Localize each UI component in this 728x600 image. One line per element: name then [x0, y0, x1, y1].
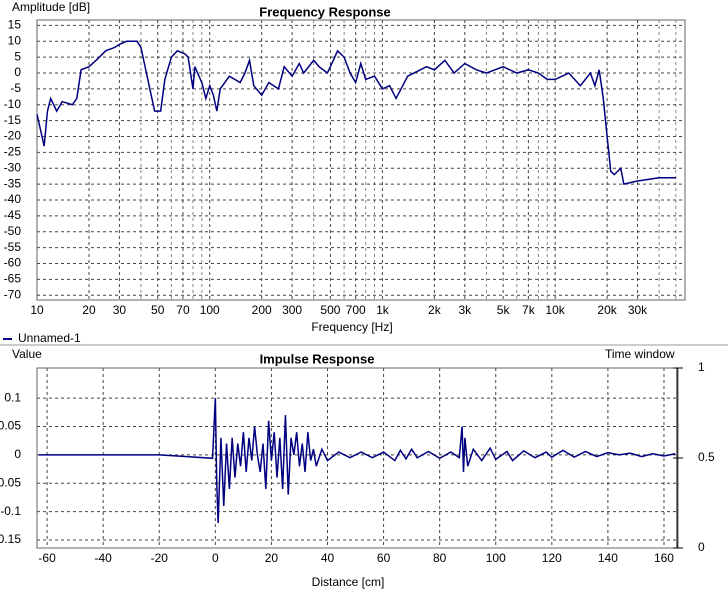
x-tick-label: 100: [200, 303, 220, 317]
x-tick-label: -60: [38, 551, 56, 565]
y-tick-label: 0: [14, 447, 21, 461]
chart-title: Frequency Response: [259, 4, 391, 19]
y-tick-label: -20: [4, 129, 22, 143]
y-tick-label: -15: [4, 113, 22, 127]
x-tick-label: 0: [212, 551, 219, 565]
y-tick-label: -25: [4, 145, 22, 159]
x-axis-label: Frequency [Hz]: [311, 320, 392, 334]
y-tick-label: -0.15: [0, 532, 21, 546]
x-tick-label: 20k: [597, 303, 617, 317]
y-tick-label: -55: [4, 240, 22, 254]
x-tick-label: 60: [377, 551, 391, 565]
x-tick-label: 3k: [458, 303, 472, 317]
x-tick-label: 160: [654, 551, 674, 565]
x-tick-label: -40: [95, 551, 113, 565]
x-tick-label: 70: [176, 303, 190, 317]
x-tick-label: 140: [598, 551, 618, 565]
legend-label: Unnamed-1: [18, 331, 81, 345]
x-tick-label: 50: [151, 303, 165, 317]
y-tick-label: -65: [4, 272, 22, 286]
x-tick-label: 1k: [376, 303, 390, 317]
y-tick-label: -50: [4, 224, 22, 238]
y-axis-label: Value: [12, 347, 42, 361]
x-tick-label: 5k: [497, 303, 511, 317]
y-tick-label: 15: [8, 18, 22, 32]
y-tick-label: -0.1: [0, 504, 21, 518]
y-tick-label: -35: [4, 176, 22, 190]
x-tick-label: 200: [252, 303, 272, 317]
y-tick-label: -5: [10, 81, 21, 95]
x-tick-label: 100: [486, 551, 506, 565]
y-tick-label: -0.05: [0, 475, 21, 489]
y-tick-label: -10: [4, 97, 22, 111]
y-tick-label: 0.1: [4, 390, 21, 404]
x-tick-label: 7k: [522, 303, 536, 317]
y2-tick-label: 0: [698, 540, 705, 554]
x-tick-label: -20: [151, 551, 169, 565]
chart-title: Impulse Response: [260, 351, 375, 366]
x-tick-label: 20: [82, 303, 96, 317]
x-tick-label: 10k: [545, 303, 565, 317]
x-tick-label: 10: [30, 303, 44, 317]
y2-tick-label: 0.5: [698, 450, 715, 464]
x-tick-label: 2k: [428, 303, 442, 317]
x-tick-label: 20: [265, 551, 279, 565]
x-tick-label: 300: [282, 303, 302, 317]
x-tick-label: 120: [542, 551, 562, 565]
y-tick-label: -40: [4, 192, 22, 206]
y-axis-label: Amplitude [dB]: [12, 0, 90, 14]
y-tick-label: -70: [4, 287, 22, 301]
y-tick-label: -60: [4, 256, 22, 270]
y-tick-label: 0: [14, 65, 21, 79]
x-tick-label: 500: [320, 303, 340, 317]
y2-axis-label: Time window: [605, 347, 675, 361]
data-line: [36, 40, 676, 186]
x-tick-label: 40: [321, 551, 335, 565]
y-tick-label: 0.05: [0, 419, 21, 433]
x-tick-label: 700: [346, 303, 366, 317]
y-tick-label: -30: [4, 160, 22, 174]
y2-tick-label: 1: [698, 360, 705, 374]
x-tick-label: 30: [113, 303, 127, 317]
x-tick-label: 30k: [628, 303, 648, 317]
y-tick-label: 10: [8, 33, 22, 47]
plot-frame: [36, 19, 686, 301]
data-line: [38, 398, 676, 524]
y-tick-label: 5: [14, 49, 21, 63]
x-tick-label: 80: [433, 551, 447, 565]
y-tick-label: -45: [4, 208, 22, 222]
plot-area: [37, 368, 678, 548]
x-axis-label: Distance [cm]: [312, 575, 385, 589]
